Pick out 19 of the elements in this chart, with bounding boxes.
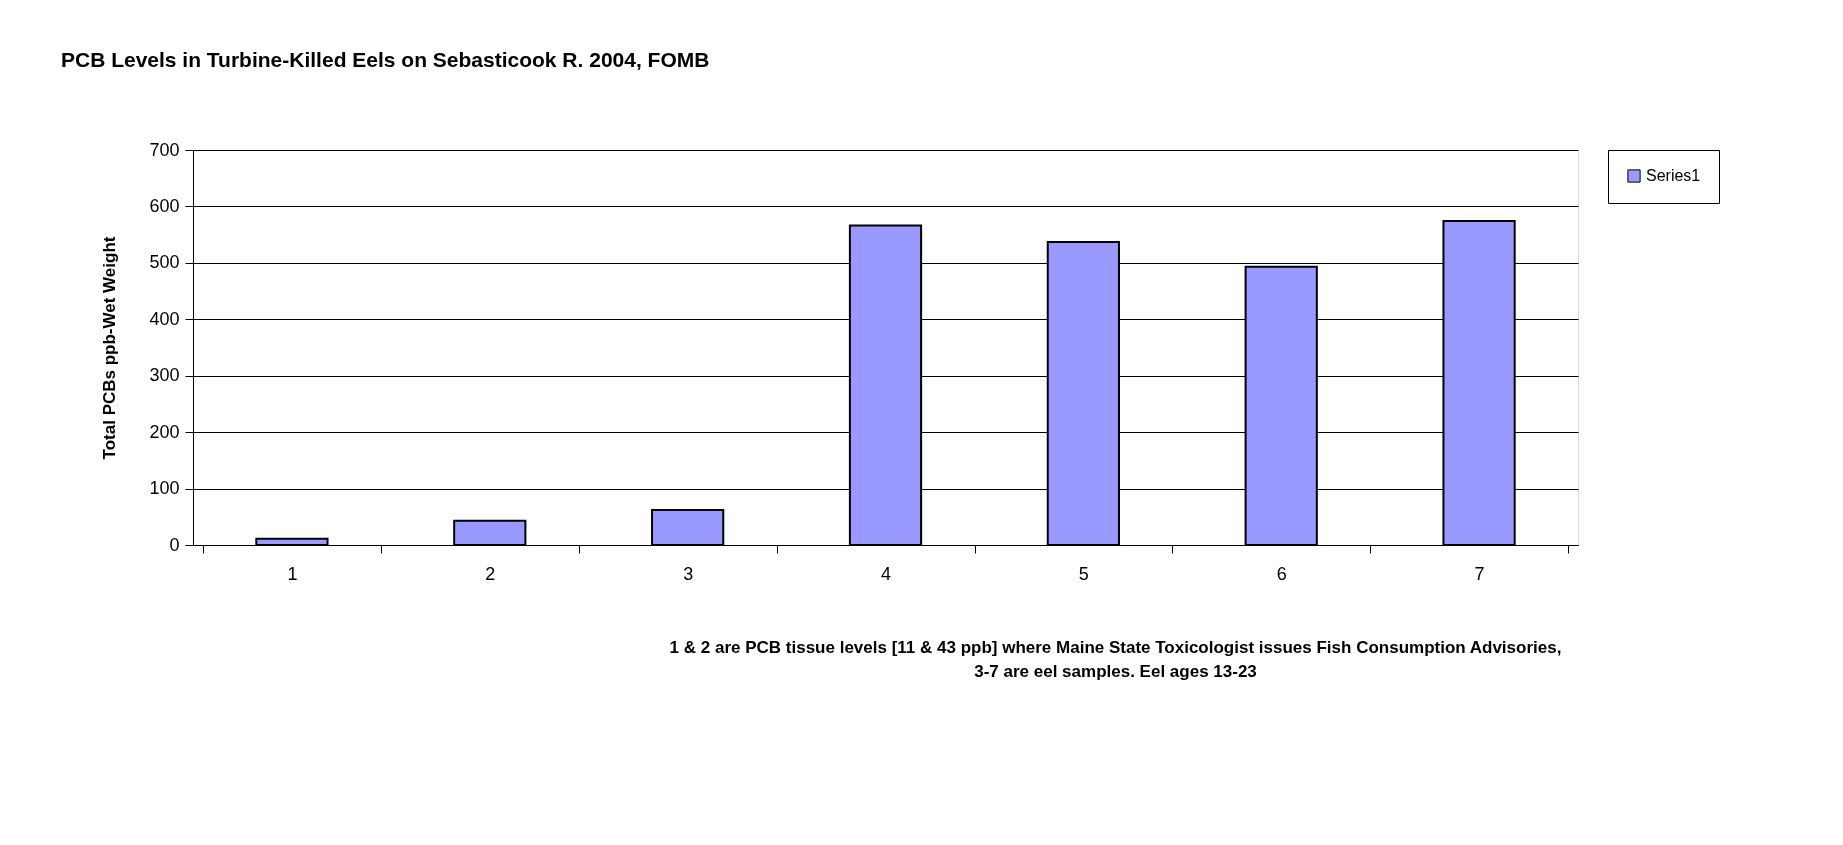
x-tick-label: 5: [1078, 563, 1089, 584]
y-tick-label: 100: [149, 478, 180, 499]
y-tick-label: 500: [149, 252, 180, 273]
x-tick-label: 7: [1474, 563, 1485, 584]
x-tick-label: 2: [485, 563, 496, 584]
x-tick-label: 3: [683, 563, 694, 584]
y-tick-label: 600: [149, 195, 180, 216]
y-tick-label: 300: [149, 365, 180, 386]
y-axis-title: Total PCBs ppb-Wet Weight: [100, 236, 120, 460]
x-tick-label: 4: [880, 563, 892, 584]
x-tick-label: 1: [287, 563, 298, 584]
chart-title: PCB Levels in Turbine-Killed Eels on Sebasticook R. 2004, FOMB: [60, 48, 710, 71]
y-tick-label: 0: [169, 534, 180, 555]
y-tick-label: 200: [149, 421, 180, 442]
x-tick-label: 6: [1276, 563, 1287, 584]
text: 1 & 2 are PCB tissue levels [11 & 43 ppb] where Maine State Toxicologist issues Fish Consumption Advisories, 3-7 are eel samples. Eel ages 13-23: [669, 638, 1562, 681]
legend-label: Series1: [1646, 167, 1701, 184]
y-tick-label: 400: [149, 308, 180, 329]
y-tick-label: 700: [149, 139, 180, 160]
